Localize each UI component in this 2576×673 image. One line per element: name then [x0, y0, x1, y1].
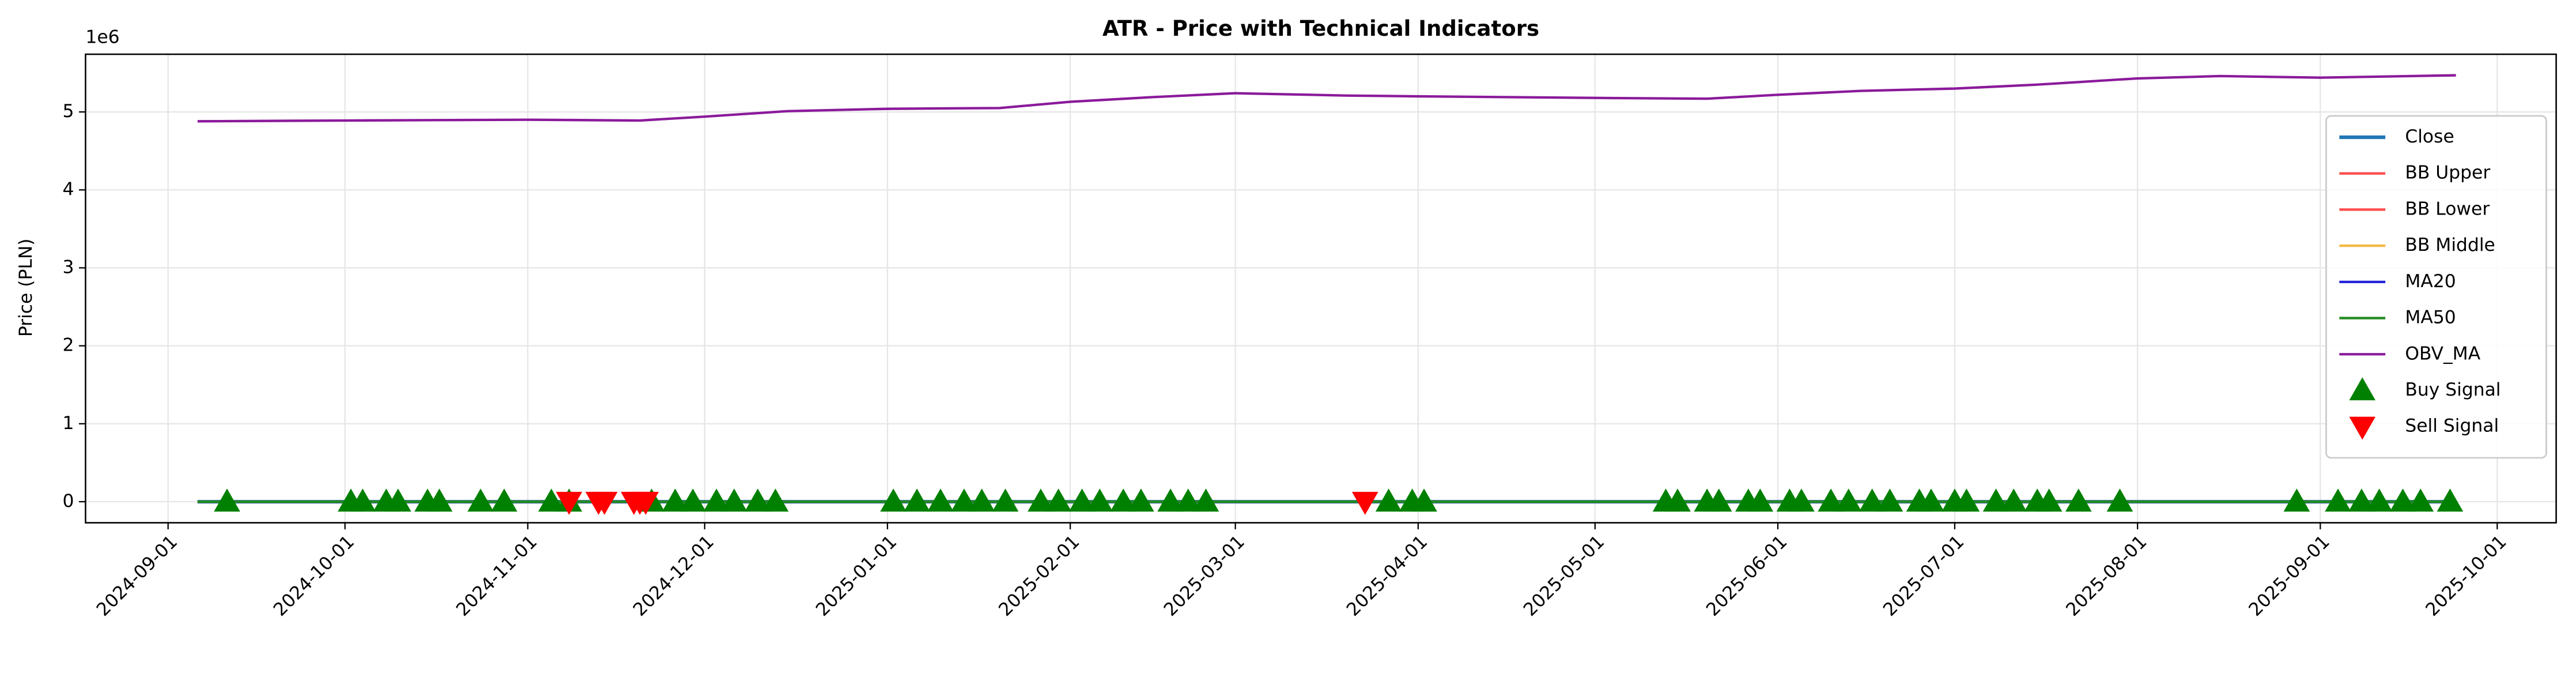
signal-marker [904, 488, 930, 512]
y-tick-label: 2 [63, 335, 74, 356]
signal-marker [1086, 488, 1113, 512]
signal-marker [2035, 488, 2063, 512]
signal-marker [384, 488, 411, 512]
signal-marker [1859, 488, 1886, 512]
signal-marker [2325, 488, 2351, 512]
signal-marker [1664, 488, 1691, 512]
signal-marker [1157, 488, 1184, 512]
signal-marker [2437, 488, 2464, 512]
signal-marker [426, 488, 453, 512]
legend-label: Buy Signal [2405, 379, 2501, 400]
signal-marker [467, 488, 494, 512]
signal-marker [1351, 491, 1378, 515]
signal-marker [2106, 488, 2133, 512]
y-tick-label: 5 [63, 101, 74, 122]
y-tick-label: 3 [63, 257, 74, 277]
signal-marker [2366, 488, 2393, 512]
signal-marker [1818, 488, 1844, 512]
signal-marker [1045, 488, 1072, 512]
x-tick-label: 2025-03-01 [1160, 532, 1249, 621]
signal-marker [538, 488, 565, 512]
legend-box [2325, 115, 2547, 459]
y-tick-label: 0 [63, 491, 74, 512]
x-tick-label: 2025-01-01 [812, 532, 901, 621]
signal-marker [2283, 488, 2310, 512]
signal-marker [1375, 488, 1402, 512]
x-tick-label: 2024-11-01 [452, 532, 541, 621]
series-line [197, 74, 2456, 123]
plot-frame [85, 53, 2557, 524]
y-axis-label: Price (PLN) [16, 238, 36, 337]
y-offset-label: 1e6 [85, 27, 119, 48]
signal-marker [214, 488, 240, 512]
signal-marker [721, 488, 747, 512]
signal-marker [1953, 488, 1980, 512]
signal-marker [1835, 488, 1862, 512]
signal-marker [2348, 488, 2375, 512]
chart-title: ATR - Price with Technical Indicators [1102, 16, 1539, 41]
x-tick-label: 2025-10-01 [2422, 532, 2510, 621]
signal-marker [1192, 488, 1219, 512]
signal-marker [2407, 488, 2434, 512]
y-tick-label: 4 [63, 179, 74, 200]
x-tick-label: 2025-05-01 [1520, 532, 1608, 621]
signal-marker [762, 488, 789, 512]
legend-label: OBV_MA [2405, 343, 2480, 364]
x-tick-label: 2024-10-01 [270, 532, 358, 621]
signal-marker [2065, 488, 2092, 512]
signal-marker [992, 488, 1019, 512]
signal-marker [1068, 488, 1096, 512]
legend-label: MA20 [2405, 271, 2456, 292]
signal-marker [880, 488, 907, 512]
signal-marker [951, 488, 977, 512]
signal-marker [556, 491, 583, 515]
legend-label: BB Middle [2405, 235, 2495, 255]
x-tick-label: 2025-07-01 [1879, 532, 1968, 621]
signal-marker [1128, 488, 1154, 512]
signal-marker [349, 488, 376, 512]
x-tick-label: 2024-09-01 [93, 532, 182, 621]
legend-swatch [2349, 416, 2376, 440]
signal-marker [1788, 488, 1815, 512]
signal-marker [491, 488, 518, 512]
signal-marker [632, 491, 659, 515]
signal-marker [1705, 488, 1732, 512]
x-tick-label: 2025-08-01 [2062, 532, 2151, 621]
signal-marker [1174, 488, 1202, 512]
signal-marker [1982, 488, 2010, 512]
signal-marker [745, 488, 771, 512]
signal-marker [2389, 488, 2416, 512]
legend-swatch [2349, 377, 2376, 401]
signal-marker [1747, 488, 1774, 512]
signal-marker [662, 488, 689, 512]
signal-marker [1411, 488, 1437, 512]
signal-marker [927, 488, 954, 512]
signal-marker [1110, 488, 1137, 512]
signal-marker [1028, 488, 1054, 512]
x-tick-label: 2025-04-01 [1343, 532, 1431, 621]
legend-label: Sell Signal [2405, 416, 2499, 437]
legend-label: BB Lower [2405, 198, 2490, 219]
signal-marker [1876, 488, 1903, 512]
x-tick-label: 2024-12-01 [629, 532, 718, 621]
x-tick-label: 2025-02-01 [995, 532, 1083, 621]
signal-marker [679, 488, 707, 512]
signal-marker [2000, 488, 2027, 512]
signal-marker [968, 488, 995, 512]
legend-label: Close [2405, 126, 2454, 147]
x-tick-label: 2025-06-01 [1702, 532, 1791, 621]
legend-label: BB Upper [2405, 163, 2490, 183]
x-tick-label: 2025-09-01 [2245, 532, 2333, 621]
y-tick-label: 1 [63, 413, 74, 434]
legend-label: MA50 [2405, 307, 2456, 328]
signal-marker [1918, 488, 1944, 512]
signal-marker [703, 488, 730, 512]
signal-marker [591, 491, 618, 515]
